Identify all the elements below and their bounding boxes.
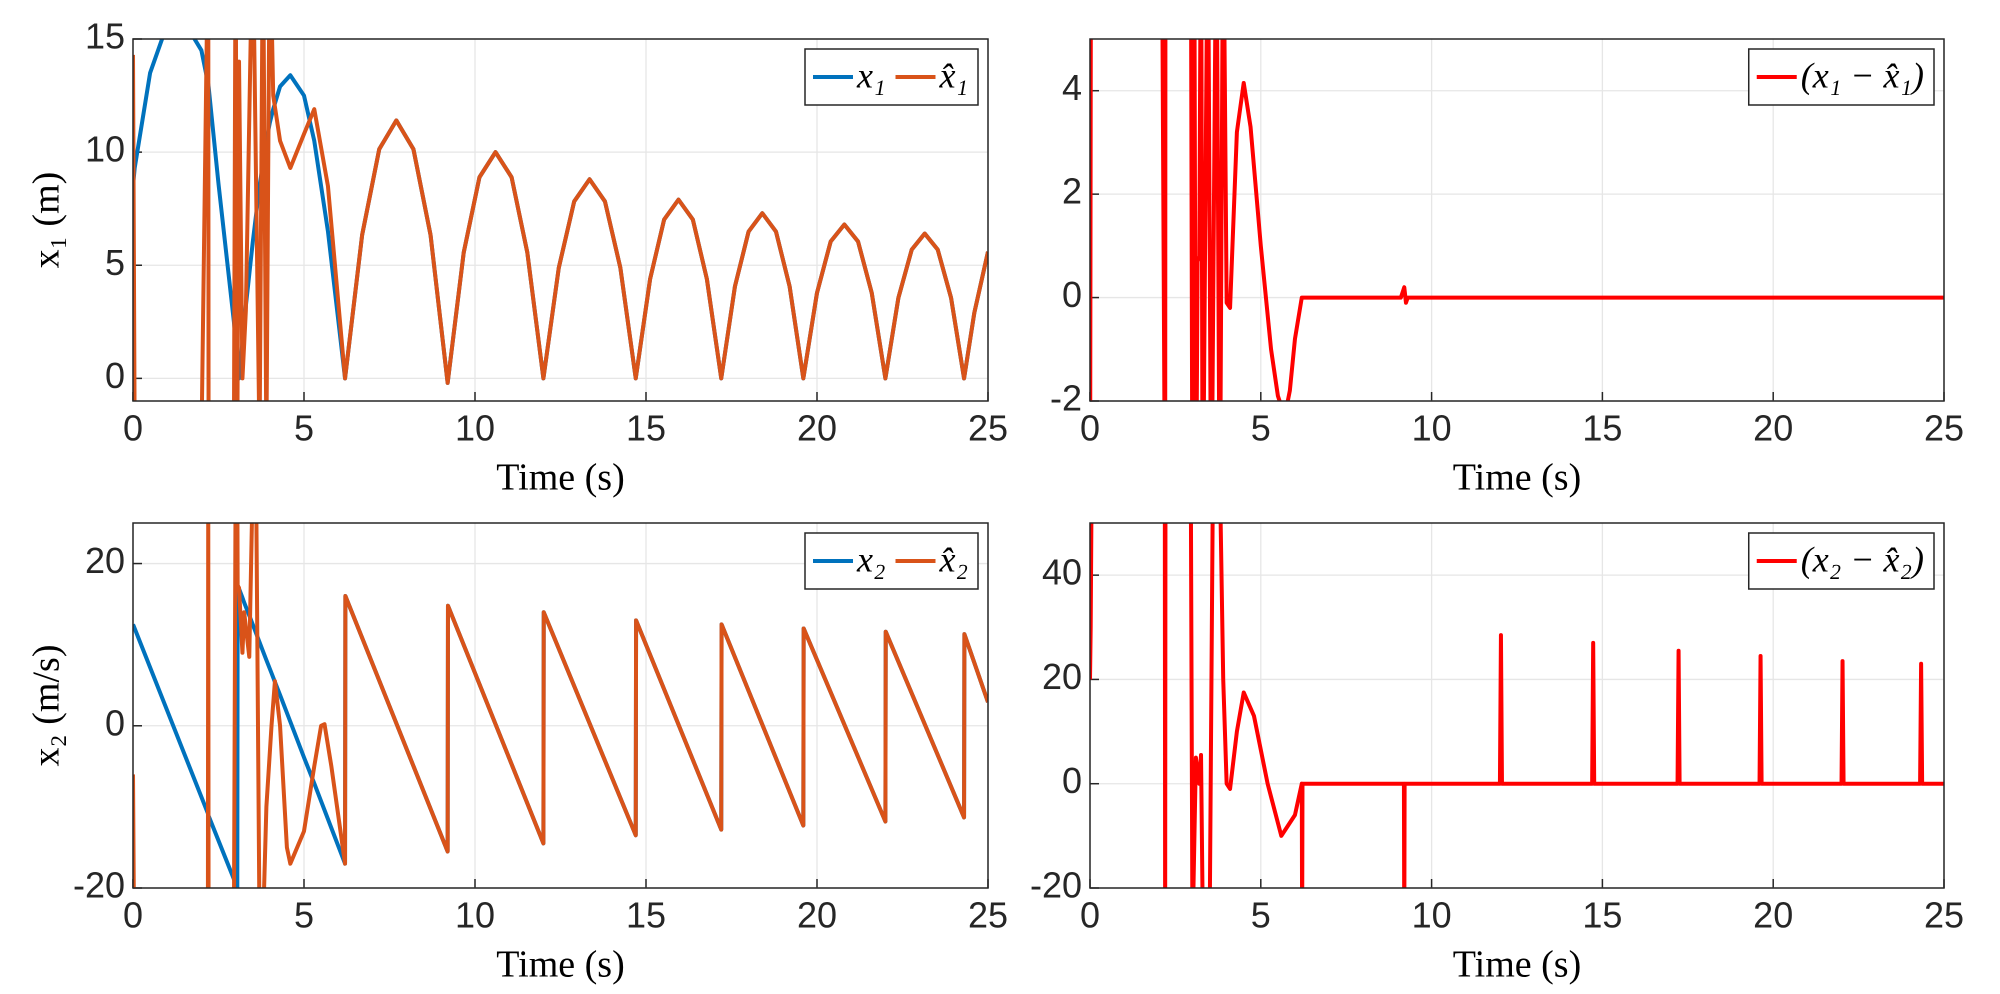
y-tick-label: -2 <box>1050 378 1082 419</box>
lines <box>1090 39 1944 401</box>
x-tick-label: 0 <box>1080 408 1100 449</box>
lines <box>133 523 988 888</box>
x-axis-label: Time (s) <box>496 944 624 986</box>
x-tick-label: 25 <box>968 408 1008 449</box>
x-tick-label: 0 <box>1080 895 1100 936</box>
data-line <box>133 523 988 888</box>
legend: (x₁ − x̂₁) <box>1747 48 1935 106</box>
x-tick-label: 20 <box>797 895 837 936</box>
axes-box <box>132 522 989 889</box>
x-tick-label: 0 <box>123 408 143 449</box>
legend-label: x̂₁ <box>939 55 969 95</box>
x-axis-label: Time (s) <box>496 457 624 499</box>
x-tick-label: 20 <box>1753 895 1793 936</box>
legend-label: (x₂ − x̂₂) <box>1801 539 1924 579</box>
x-tick-label: 15 <box>626 408 666 449</box>
y-tick-label: 20 <box>1042 656 1082 697</box>
x-tick-label: 25 <box>1924 408 1964 449</box>
y-axis-label: x₂ (m/s) <box>26 645 68 767</box>
x-tick-label: 15 <box>626 895 666 936</box>
y-tick-label: 5 <box>105 242 125 283</box>
y-tick-label: -20 <box>1030 865 1082 906</box>
x-tick-label: 10 <box>1412 408 1452 449</box>
x-tick-label: 5 <box>1251 895 1271 936</box>
legend-label: x̂₂ <box>939 539 969 579</box>
data-line <box>1090 39 1944 401</box>
y-tick-label: 20 <box>85 540 125 581</box>
y-tick-label: 40 <box>1042 552 1082 593</box>
legend: x₁ x̂₁ <box>804 48 979 106</box>
x-tick-label: 5 <box>294 408 314 449</box>
x-tick-label: 5 <box>1251 408 1271 449</box>
x-tick-label: 5 <box>294 895 314 936</box>
y-tick-label: 0 <box>1062 760 1082 801</box>
x-tick-label: 10 <box>1412 895 1452 936</box>
y-tick-label: 4 <box>1062 67 1082 108</box>
legend: (x₂ − x̂₂) <box>1747 532 1935 590</box>
data-line <box>133 39 988 401</box>
x-tick-label: 20 <box>797 408 837 449</box>
lines <box>1090 523 1944 888</box>
x-tick-label: 20 <box>1753 408 1793 449</box>
x-tick-label: 25 <box>968 895 1008 936</box>
data-line <box>1090 523 1944 888</box>
x-tick-label: 0 <box>123 895 143 936</box>
y-tick-label: 0 <box>105 355 125 396</box>
legend-label: x₁ <box>856 55 886 95</box>
x-axis-label: Time (s) <box>1453 944 1581 986</box>
y-tick-label: 0 <box>105 702 125 743</box>
legend-label: (x₁ − x̂₁) <box>1801 55 1924 95</box>
x-tick-label: 10 <box>455 408 495 449</box>
y-tick-label: 0 <box>1062 274 1082 315</box>
lines <box>133 39 988 401</box>
x-tick-label: 15 <box>1582 408 1622 449</box>
x-tick-label: 10 <box>455 895 495 936</box>
x-tick-label: 25 <box>1924 895 1964 936</box>
y-axis-label: x₁ (m) <box>26 172 68 269</box>
x-tick-label: 15 <box>1582 895 1622 936</box>
axes-box <box>132 38 989 402</box>
y-tick-label: 10 <box>85 129 125 170</box>
axes-box <box>1089 522 1945 889</box>
y-tick-label: 15 <box>85 16 125 57</box>
axes-box <box>1089 38 1945 402</box>
x-axis-label: Time (s) <box>1453 457 1581 499</box>
y-tick-label: 2 <box>1062 171 1082 212</box>
legend: x₂ x̂₂ <box>804 532 979 590</box>
y-tick-label: -20 <box>73 865 125 906</box>
legend-label: x₂ <box>856 539 886 579</box>
